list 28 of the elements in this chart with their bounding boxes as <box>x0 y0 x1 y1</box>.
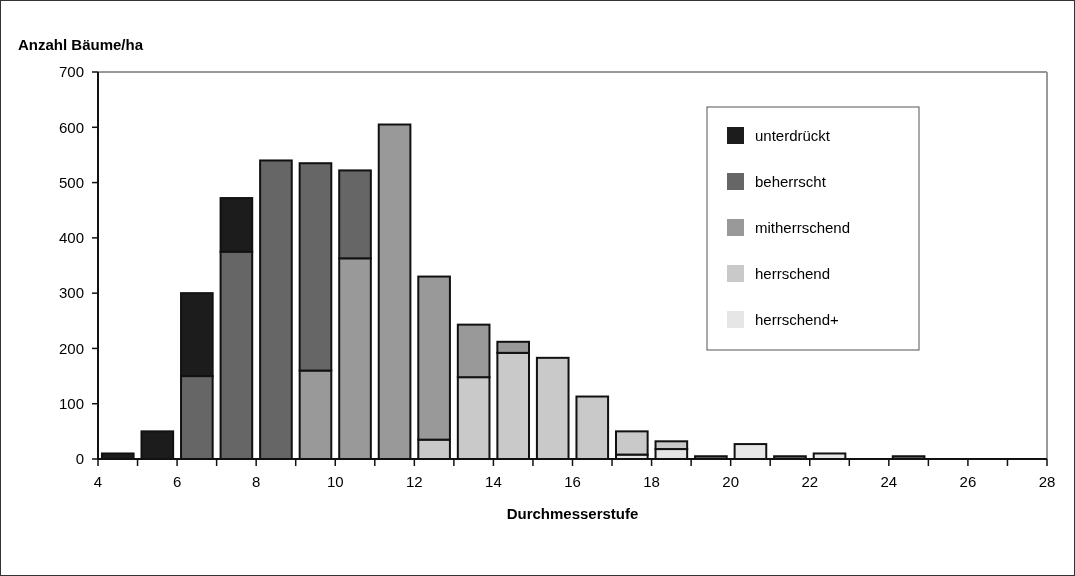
y-tick-label: 200 <box>58 339 84 357</box>
legend-label: herrschend <box>755 265 831 283</box>
x-tick-label: 4 <box>93 473 103 490</box>
x-tick-label: 26 <box>959 473 977 490</box>
y-tick-label: 700 <box>58 63 84 81</box>
y-tick-label: 600 <box>58 118 84 136</box>
legend-label: herrschend+ <box>755 311 840 329</box>
x-tick-label: 6 <box>172 473 182 490</box>
x-tick-label: 20 <box>722 473 740 490</box>
x-tick-label: 18 <box>643 473 660 490</box>
y-tick-label: 300 <box>58 284 84 302</box>
legend-label: beherrscht <box>755 173 827 191</box>
x-tick-label: 8 <box>251 473 261 490</box>
y-tick-label: 100 <box>58 394 84 412</box>
x-tick-label: 16 <box>564 473 581 490</box>
x-tick-label: 14 <box>485 473 502 490</box>
x-tick-label: 10 <box>326 473 344 490</box>
x-tick-label: 28 <box>1038 473 1056 490</box>
x-tick-label: 22 <box>801 473 819 490</box>
y-tick-label: 500 <box>58 173 84 191</box>
x-axis-title: Durchmesserstufe <box>506 505 639 522</box>
legend-label: unterdrückt <box>755 127 831 145</box>
x-tick-label: 12 <box>405 473 423 490</box>
legend-label: mitherrschend <box>755 219 851 237</box>
x-tick-label: 24 <box>880 473 898 490</box>
y-tick-label: 400 <box>58 229 84 247</box>
y-axis-title: Anzahl Bäume/ha <box>18 36 144 53</box>
y-tick-label: 0 <box>75 450 84 468</box>
